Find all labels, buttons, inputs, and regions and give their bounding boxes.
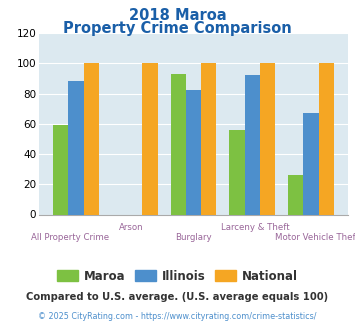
Bar	[142, 63, 158, 214]
Bar	[53, 125, 69, 214]
Text: 2018 Maroa: 2018 Maroa	[129, 8, 226, 23]
Bar	[303, 113, 318, 214]
Text: Arson: Arson	[119, 223, 144, 232]
Legend: Maroa, Illinois, National: Maroa, Illinois, National	[52, 265, 303, 287]
Bar	[69, 82, 84, 214]
Text: All Property Crime: All Property Crime	[31, 233, 109, 242]
Bar	[245, 75, 260, 215]
Text: Larceny & Theft: Larceny & Theft	[221, 223, 290, 232]
Bar	[229, 130, 245, 214]
Text: © 2025 CityRating.com - https://www.cityrating.com/crime-statistics/: © 2025 CityRating.com - https://www.city…	[38, 312, 317, 321]
Bar	[84, 63, 99, 214]
Bar	[288, 175, 303, 214]
Bar	[260, 63, 275, 214]
Bar	[318, 63, 334, 214]
Text: Motor Vehicle Theft: Motor Vehicle Theft	[275, 233, 355, 242]
Text: Compared to U.S. average. (U.S. average equals 100): Compared to U.S. average. (U.S. average …	[26, 292, 329, 302]
Text: Burglary: Burglary	[175, 233, 212, 242]
Bar	[170, 74, 186, 214]
Bar	[201, 63, 217, 214]
Text: Property Crime Comparison: Property Crime Comparison	[63, 21, 292, 36]
Bar	[186, 90, 201, 214]
